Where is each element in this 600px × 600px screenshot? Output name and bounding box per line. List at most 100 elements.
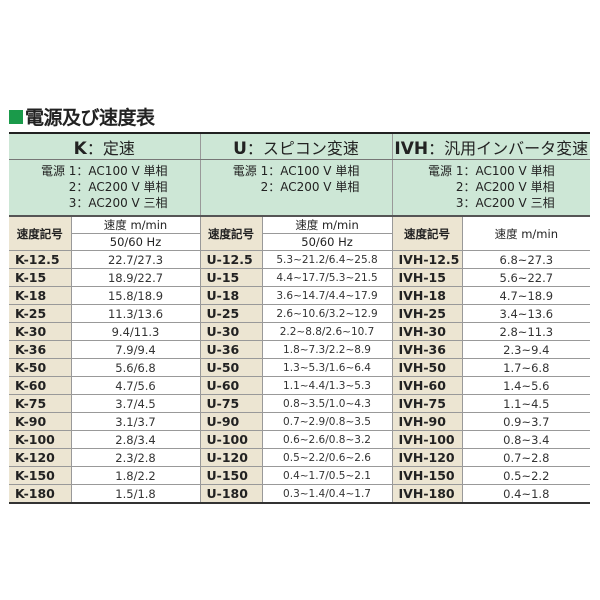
speed-value: 0.3~1.4/0.4~1.7 [262,484,393,504]
code-header: 速度記号 [9,216,72,251]
speed-code: K-75 [9,394,72,413]
series-ivh-header: IVH：汎用インバータ変速 [392,132,591,160]
speed-header: 速度 m/min [71,216,201,234]
speed-value: 4.7/5.6 [71,376,201,395]
speed-value: 18.9/22.7 [71,268,201,287]
speed-value: 3.7/4.5 [71,394,201,413]
speed-header: 速度 m/min [262,216,393,234]
speed-code: U-18 [200,286,263,305]
series-k-header: K：定速 [9,132,201,160]
power-option-text: 2：AC200 V 単相 [260,180,360,194]
power-option-text: 1：AC100 V 単相 [260,164,360,178]
power-option-text: 1：AC100 V 単相 [455,164,555,178]
speed-value: 2.3/2.8 [71,448,201,467]
table-row: K-30 9.4/11.3 U-30 2.2~8.8/2.6~10.7 IVH-30 2.… [9,322,591,341]
speed-code: IVH-150 [392,466,463,485]
power-label: 電源 [427,164,452,178]
power-option: 2：AC200 V 単相 [233,179,360,195]
speed-value: 5.6~22.7 [462,268,591,287]
power-option: 電源 1：AC100 V 単相 [233,163,360,179]
title-text: 電源及び速度表 [25,107,155,129]
speed-value: 1.5/1.8 [71,484,201,504]
speed-code: U-100 [200,430,263,449]
speed-code: K-25 [9,304,72,323]
table-row: K-90 3.1/3.7 U-90 0.7~2.9/0.8~3.5 IVH-90 0.9~… [9,412,591,431]
speed-value: 1.1~4.4/1.3~5.3 [262,376,393,395]
speed-code: IVH-180 [392,484,463,504]
series-u-header: U：スピコン変速 [200,132,393,160]
speed-code: U-60 [200,376,263,395]
power-option-text: 1：AC100 V 単相 [68,164,168,178]
code-header: 速度記号 [200,216,263,251]
speed-value: 0.5~2.2/0.6~2.6 [262,448,393,467]
freq-header: 50/60 Hz [71,233,201,251]
power-option: 電源 1：AC100 V 単相 [428,163,555,179]
series-header-row: K：定速 U：スピコン変速 IVH：汎用インバータ変速 [9,132,591,160]
power-option-text: 3：AC200 V 三相 [455,196,555,210]
table-row: K-50 5.6/6.8 U-50 1.3~5.3/1.6~6.4 IVH-50 1.7~… [9,358,591,377]
table-row: K-15 18.9/22.7 U-15 4.4~17.7/5.3~21.5 IVH-15… [9,268,591,287]
speed-code: U-15 [200,268,263,287]
speed-value: 4.4~17.7/5.3~21.5 [262,268,393,287]
speed-value: 0.4~1.8 [462,484,591,504]
speed-value: 2.6~10.6/3.2~12.9 [262,304,393,323]
speed-value: 0.5~2.2 [462,466,591,485]
speed-header: 速度 m/min [462,216,591,251]
table-row: K-36 7.9/9.4 U-36 1.8~7.3/2.2~8.9 IVH-36 2.3~… [9,340,591,359]
speed-code: K-180 [9,484,72,504]
speed-code: U-180 [200,484,263,504]
page-title: 電源及び速度表 [9,103,155,130]
speed-value: 5.3~21.2/6.4~25.8 [262,250,393,269]
speed-code: IVH-60 [392,376,463,395]
table-row: K-150 1.8/2.2 U-150 0.4~1.7/0.5~2.1 IVH-150 0… [9,466,591,485]
speed-table: K：定速 U：スピコン変速 IVH：汎用インバータ変速 電源 1：AC100 V… [9,132,591,504]
speed-value: 6.8~27.3 [462,250,591,269]
speed-value: 5.6/6.8 [71,358,201,377]
speed-code: K-30 [9,322,72,341]
power-option: 2：AC200 V 単相 [41,179,168,195]
speed-value: 2.3~9.4 [462,340,591,359]
speed-code: K-36 [9,340,72,359]
speed-value: 4.7~18.9 [462,286,591,305]
speed-value: 11.3/13.6 [71,304,201,323]
speed-value: 1.3~5.3/1.6~6.4 [262,358,393,377]
speed-value: 3.4~13.6 [462,304,591,323]
speed-code: K-50 [9,358,72,377]
speed-code: U-50 [200,358,263,377]
speed-code: U-75 [200,394,263,413]
power-option-text: 3：AC200 V 三相 [68,196,168,210]
green-square-icon [9,109,23,124]
power-row: 電源 1：AC100 V 単相 2：AC200 V 単相 3：AC200 V 三相電… [9,159,591,217]
speed-value: 0.7~2.9/0.8~3.5 [262,412,393,431]
speed-code: IVH-50 [392,358,463,377]
table-row: K-12.5 22.7/27.3 U-12.5 5.3~21.2/6.4~25.8 IV… [9,250,591,269]
speed-value: 3.6~14.7/4.4~17.9 [262,286,393,305]
table-row: K-180 1.5/1.8 U-180 0.3~1.4/0.4~1.7 IVH-180 0… [9,484,591,504]
speed-value: 7.9/9.4 [71,340,201,359]
speed-code: U-12.5 [200,250,263,269]
speed-value: 9.4/11.3 [71,322,201,341]
table-row: K-100 2.8/3.4 U-100 0.6~2.6/0.8~3.2 IVH-100 0… [9,430,591,449]
power-option: 3：AC200 V 三相 [41,195,168,211]
power-option-text: 2：AC200 V 単相 [455,180,555,194]
speed-value: 0.7~2.8 [462,448,591,467]
power-option-text: 2：AC200 V 単相 [68,180,168,194]
power-cell: 電源 1：AC100 V 単相 2：AC200 V 単相 3：AC200 V 三相 [9,159,201,217]
speed-value: 1.7~6.8 [462,358,591,377]
speed-value: 0.8~3.4 [462,430,591,449]
table-row: K-60 4.7/5.6 U-60 1.1~4.4/1.3~5.3 IVH-60 1.4~… [9,376,591,395]
table-row: K-75 3.7/4.5 U-75 0.8~3.5/1.0~4.3 IVH-75 1.1~… [9,394,591,413]
power-label: 電源 [232,164,257,178]
speed-value: 2.8/3.4 [71,430,201,449]
table-row: K-25 11.3/13.6 U-25 2.6~10.6/3.2~12.9 IVH-25… [9,304,591,323]
speed-code: IVH-90 [392,412,463,431]
speed-code: K-60 [9,376,72,395]
power-cell: 電源 1：AC100 V 単相 2：AC200 V 単相 3：AC200 V 三相 [392,159,591,217]
speed-value: 22.7/27.3 [71,250,201,269]
speed-value: 3.1/3.7 [71,412,201,431]
speed-code: IVH-120 [392,448,463,467]
freq-header-row: 50/60 Hz 50/60 Hz [9,233,590,251]
speed-code: IVH-25 [392,304,463,323]
speed-code: U-120 [200,448,263,467]
speed-value: 0.8~3.5/1.0~4.3 [262,394,393,413]
